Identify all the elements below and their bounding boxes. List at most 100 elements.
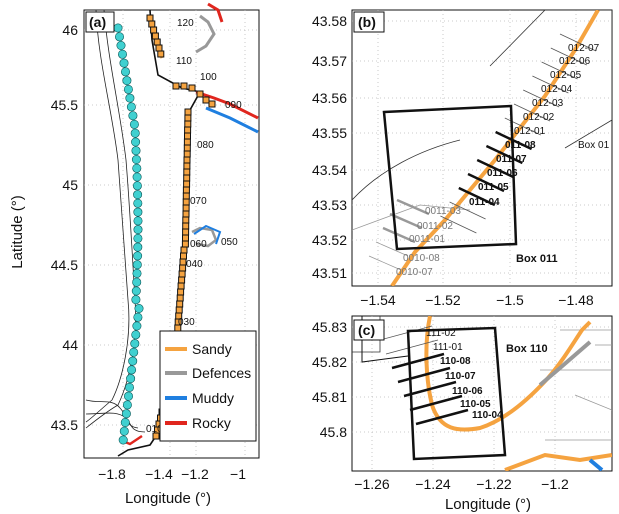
offshore-marker	[132, 172, 142, 182]
coast-box	[151, 32, 159, 40]
coast-box	[153, 38, 161, 46]
panel-a-xlabel: Longitude (°)	[125, 490, 211, 507]
transect-label: 110-07	[445, 371, 476, 382]
x-tick: −1.8	[98, 466, 126, 482]
coast-box	[202, 96, 210, 104]
offshore-marker	[132, 181, 142, 191]
box-label-120: 120	[177, 18, 194, 29]
coast-box	[150, 26, 158, 34]
transect	[550, 47, 587, 66]
transect	[368, 255, 402, 271]
offshore-marker	[128, 356, 138, 366]
y-tick: 43.52	[312, 232, 347, 248]
offshore-marker	[132, 163, 142, 173]
offshore-marker	[116, 40, 126, 50]
transects-b	[368, 33, 597, 271]
coast-box	[183, 150, 191, 158]
panel-b-label-box	[353, 11, 385, 33]
coast-box	[180, 82, 188, 90]
transect-label: 011-06	[487, 168, 518, 179]
coast-box	[183, 168, 191, 176]
x-tick: −1.52	[425, 292, 461, 308]
y-tick: 44.5	[51, 257, 78, 273]
coast-box	[181, 240, 189, 248]
coast-box	[172, 82, 180, 90]
coast-box	[188, 84, 196, 92]
transect-labels-c: 111-02 111-01 110-08 110-07 110-06 110-0…	[426, 328, 548, 421]
transect-label: 012-04	[541, 84, 573, 95]
y-tick: 43.54	[312, 162, 347, 178]
x-tick: −1	[230, 466, 246, 482]
offshore-marker	[133, 198, 143, 208]
x-tick: −1.48	[558, 292, 594, 308]
panel-c-xlabel: Longitude (°)	[445, 496, 531, 513]
panel-c-frame	[351, 315, 613, 472]
coast-box	[183, 156, 191, 164]
transect-label: 012-05	[550, 70, 582, 81]
transect	[379, 325, 433, 341]
box-label-040: 040	[186, 259, 203, 270]
x-tick: −1.54	[360, 292, 396, 308]
transect-label: 011-04	[469, 197, 500, 208]
box-label-011: Box 011	[516, 253, 558, 265]
offshore-marker	[122, 400, 132, 410]
offshore-marker	[122, 76, 132, 86]
panel-c-label: (c)	[358, 322, 375, 338]
panel-c: 111-02 111-01 110-08 110-07 110-06 110-0…	[312, 315, 613, 513]
offshore-marker	[131, 286, 141, 296]
offshore-marker	[113, 23, 123, 33]
coast-box	[183, 138, 191, 146]
transect-label: 012-07	[568, 43, 600, 54]
offshore-marker	[131, 137, 141, 147]
offshore-marker	[130, 128, 140, 138]
coast-box	[183, 180, 191, 188]
offshore-marker	[133, 190, 143, 200]
x-tick: −1.26	[354, 476, 390, 492]
transect-label: 011-08	[505, 140, 536, 151]
coast-box	[182, 228, 190, 236]
coast-boxes	[146, 14, 216, 440]
coast-box	[157, 50, 165, 58]
transect-labels-b: 012-07 012-06 012-05 012-04 012-03 012-0…	[396, 43, 610, 278]
x-tick: −1.24	[415, 476, 451, 492]
transect-label: 110-04	[472, 410, 503, 421]
coast-box	[184, 108, 192, 116]
offshore-marker	[131, 330, 141, 340]
y-tick: 43.57	[312, 53, 347, 69]
panel-a-label-box	[85, 11, 115, 33]
muddy-coast-river	[205, 106, 259, 134]
legend-label-defences: Defences	[192, 365, 251, 381]
offshore-marker	[121, 67, 131, 77]
offshore-marker	[134, 303, 144, 313]
transect	[409, 394, 463, 412]
transect-label: 0010-07	[396, 267, 433, 278]
coast-box	[182, 234, 189, 242]
box-label-080: 080	[197, 140, 214, 151]
y-tick: 46	[62, 22, 78, 38]
transect	[391, 352, 445, 370]
offshore-marker	[133, 225, 143, 235]
box-label-110: Box 110	[506, 343, 548, 355]
transect	[495, 130, 533, 151]
defences-estuary	[195, 14, 216, 54]
offshore-marker	[126, 374, 136, 384]
offshore-marker	[119, 426, 129, 436]
transect	[541, 61, 578, 80]
offshore-marker	[129, 347, 139, 357]
transect-label: 011-07	[496, 154, 527, 165]
offshore-marker	[125, 93, 135, 103]
coast-box	[183, 174, 191, 182]
coast-box	[179, 264, 187, 272]
y-tick: 45.83	[312, 319, 347, 335]
legend-label-muddy: Muddy	[192, 390, 234, 406]
y-tick: 45.82	[312, 354, 347, 370]
offshore-markers	[113, 23, 144, 445]
transect	[415, 408, 469, 426]
y-tick: 45.8	[320, 424, 347, 440]
offshore-marker	[123, 84, 133, 94]
transects-c	[379, 325, 469, 426]
y-tick: 45	[62, 177, 78, 193]
panel-c-x-ticks: −1.26 −1.24 −1.22 −1.2	[354, 476, 569, 492]
legend: Sandy Defences Muddy Rocky	[159, 330, 257, 442]
